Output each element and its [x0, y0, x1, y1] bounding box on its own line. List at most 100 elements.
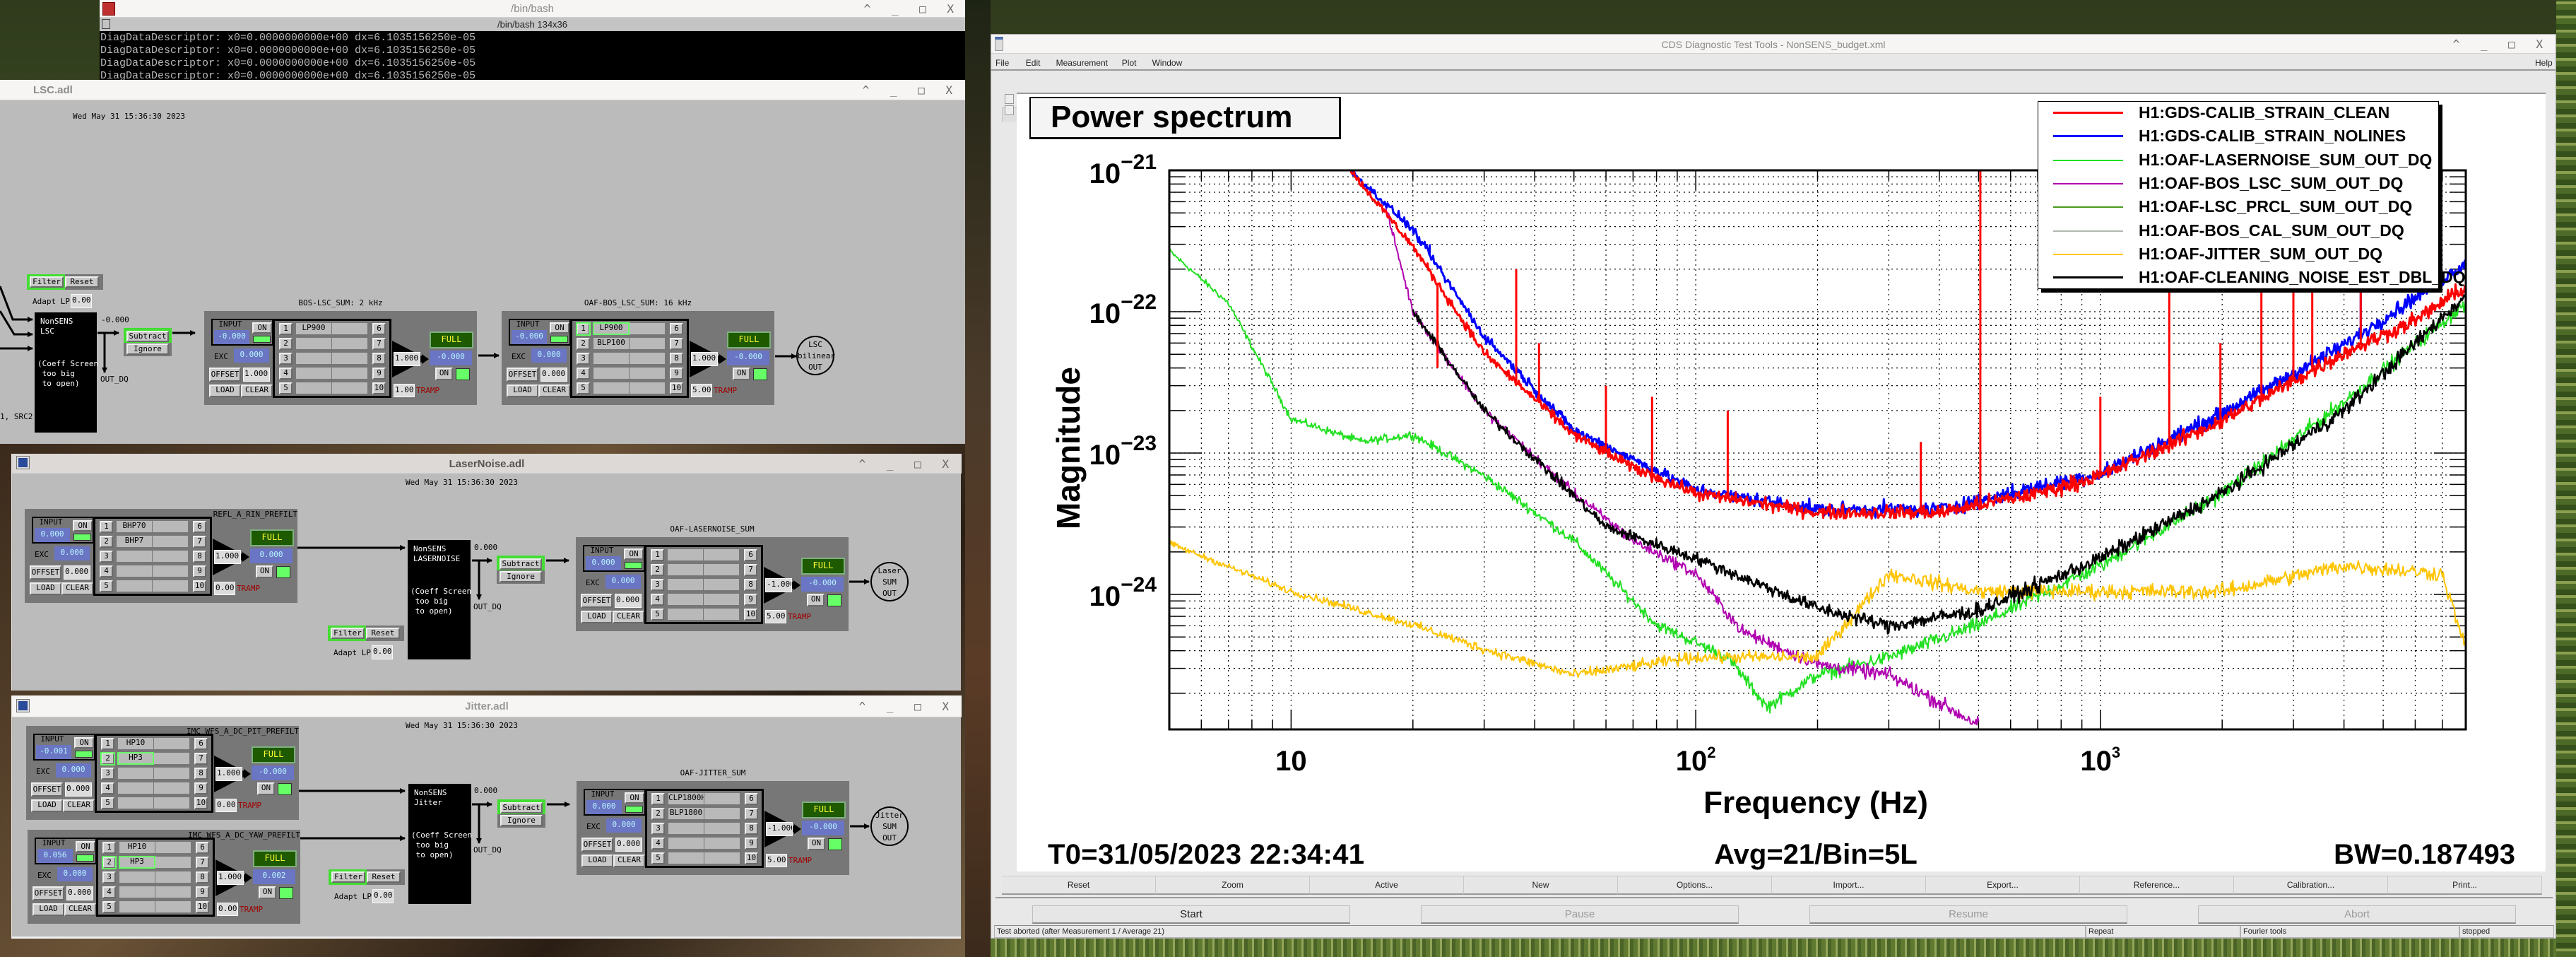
filter-button-6[interactable]: 6 [372, 323, 386, 335]
filter-button-7[interactable]: 7 [745, 808, 758, 820]
input-on-button[interactable]: ON [73, 520, 93, 532]
filter-button-2[interactable]: 2 [279, 338, 293, 350]
filter-button-3[interactable]: 3 [101, 768, 114, 780]
gain-field[interactable]: 1.000 [394, 352, 420, 366]
filter-button-9[interactable]: 9 [196, 886, 209, 898]
full-button[interactable]: FULL [727, 331, 771, 348]
output-on-button[interactable]: ON [259, 886, 276, 899]
filter-button[interactable]: Filter [331, 871, 365, 883]
filter-button-8[interactable]: 8 [193, 551, 206, 563]
filter-button-10[interactable]: 10 [196, 901, 209, 913]
filter-button-7[interactable]: 7 [372, 338, 386, 350]
offset-button[interactable]: OFFSET [507, 368, 538, 382]
input-on-button[interactable]: ON [252, 322, 272, 334]
terminal-tab[interactable]: /bin/bash 134x36 [497, 19, 568, 30]
offset-field[interactable]: 0.000 [66, 886, 93, 900]
filter-button-2[interactable]: 2 [100, 752, 115, 765]
filter-button-4[interactable]: 4 [279, 368, 293, 380]
filter-button-6[interactable]: 6 [194, 738, 208, 750]
filter-button-3[interactable]: 3 [651, 823, 665, 835]
clear-button[interactable]: CLEAR [241, 384, 273, 397]
input-on-button[interactable]: ON [625, 792, 644, 804]
abort-button[interactable]: Abort [2198, 905, 2516, 924]
filter-button-6[interactable]: 6 [193, 521, 206, 533]
filter-button-6[interactable]: 6 [745, 793, 758, 805]
filter-button-1[interactable]: 1 [100, 521, 113, 533]
nonsens-block[interactable]: NonSENS LSC (Coeff Screen too big to open… [35, 312, 98, 433]
filter-button-4[interactable]: 4 [651, 594, 664, 606]
filter-button-1[interactable]: 1 [576, 322, 591, 336]
gain-field[interactable]: 1.000 [217, 871, 244, 885]
input-on-button[interactable]: ON [550, 322, 569, 334]
offset-button[interactable]: OFFSET [581, 594, 613, 608]
filter-button-9[interactable]: 9 [745, 838, 758, 850]
filter-button-5[interactable]: 5 [279, 382, 293, 394]
dtt-titlebar[interactable]: CDS Diagnostic Test Tools - NonSENS_budg… [991, 35, 2556, 54]
terminal-titlebar[interactable]: /bin/bash ^ _ □ X [100, 0, 965, 18]
load-button[interactable]: LOAD [30, 582, 61, 595]
filter-button-8[interactable]: 8 [744, 579, 757, 591]
menu-help[interactable]: Help [2535, 58, 2553, 68]
filter-button-9[interactable]: 9 [372, 368, 386, 380]
plot-pad-button[interactable] [1005, 94, 1014, 104]
tramp-field[interactable]: 1.000 [394, 384, 415, 397]
filter-button-1[interactable]: 1 [651, 793, 665, 805]
filter-button-9[interactable]: 9 [194, 782, 208, 794]
filter-button-7[interactable]: 7 [744, 564, 757, 576]
button-options[interactable]: Options... [1618, 876, 1772, 895]
filter-button-5[interactable]: 5 [577, 382, 590, 394]
load-button[interactable]: LOAD [31, 799, 63, 812]
filter-button-5[interactable]: 5 [100, 580, 113, 592]
output-on-button[interactable]: ON [257, 782, 275, 795]
filter-button-7[interactable]: 7 [670, 338, 683, 350]
clear-button[interactable]: CLEAR [613, 855, 645, 867]
button-zoom[interactable]: Zoom [1156, 876, 1310, 895]
menu-plot[interactable]: Plot [1121, 58, 1137, 68]
filter-button-4[interactable]: 4 [102, 886, 116, 898]
button-import[interactable]: Import... [1772, 876, 1926, 895]
filter-button-6[interactable]: 6 [196, 842, 209, 854]
full-button[interactable]: FULL [801, 558, 845, 575]
filter-button-2[interactable]: 2 [651, 564, 664, 576]
filter-button-10[interactable]: 10 [745, 852, 758, 864]
offset-field[interactable]: 0.000 [615, 838, 642, 852]
window-controls[interactable]: ^ _ □ X [2452, 37, 2550, 51]
reset-button[interactable]: Reset [65, 276, 99, 288]
filter-button-8[interactable]: 8 [745, 823, 758, 835]
full-button[interactable]: FULL [250, 529, 294, 546]
load-button[interactable]: LOAD [507, 384, 538, 397]
resume-button[interactable]: Resume [1809, 905, 2127, 924]
subtract-button[interactable]: Subtract [500, 802, 543, 814]
filter-button-6[interactable]: 6 [744, 549, 757, 561]
filter-button-1[interactable]: 1 [102, 842, 116, 854]
offset-button[interactable]: OFFSET [31, 782, 63, 797]
filter-button-10[interactable]: 10 [744, 609, 757, 621]
filter-button-2[interactable]: 2 [100, 536, 113, 548]
window-controls[interactable]: ^ _ □ X [858, 700, 956, 713]
clear-button[interactable]: CLEAR [538, 384, 570, 397]
offset-button[interactable]: OFFSET [581, 838, 613, 852]
filter-button-5[interactable]: 5 [651, 852, 665, 864]
filter-button-10[interactable]: 10 [193, 580, 206, 592]
offset-field[interactable]: 0.000 [64, 565, 90, 580]
clear-button[interactable]: CLEAR [61, 582, 93, 595]
jitter-titlebar[interactable]: Jitter.adl ^ _ □ X [12, 695, 962, 717]
button-active[interactable]: Active [1310, 876, 1464, 895]
filter-button-2[interactable]: 2 [102, 856, 117, 869]
clear-button[interactable]: CLEAR [613, 611, 644, 623]
offset-field[interactable]: 0.000 [540, 368, 567, 382]
filter-button-4[interactable]: 4 [100, 565, 113, 577]
button-reset[interactable]: Reset [1002, 876, 1156, 895]
gain-field[interactable]: 1.000 [691, 352, 718, 366]
adapt-lp-field[interactable]: 0.000 [372, 889, 394, 903]
filter-button-7[interactable]: 7 [194, 753, 208, 765]
filter-button-5[interactable]: 5 [101, 797, 114, 809]
pause-button[interactable]: Pause [1421, 905, 1739, 924]
input-on-button[interactable]: ON [76, 841, 95, 852]
split-icon[interactable] [102, 19, 110, 29]
offset-field[interactable]: 0.000 [65, 782, 92, 797]
gain-field[interactable]: 1.000 [214, 550, 241, 564]
filter-button-8[interactable]: 8 [196, 871, 209, 883]
gain-field[interactable]: 1.000 [215, 767, 242, 781]
filter-button-7[interactable]: 7 [193, 536, 206, 548]
